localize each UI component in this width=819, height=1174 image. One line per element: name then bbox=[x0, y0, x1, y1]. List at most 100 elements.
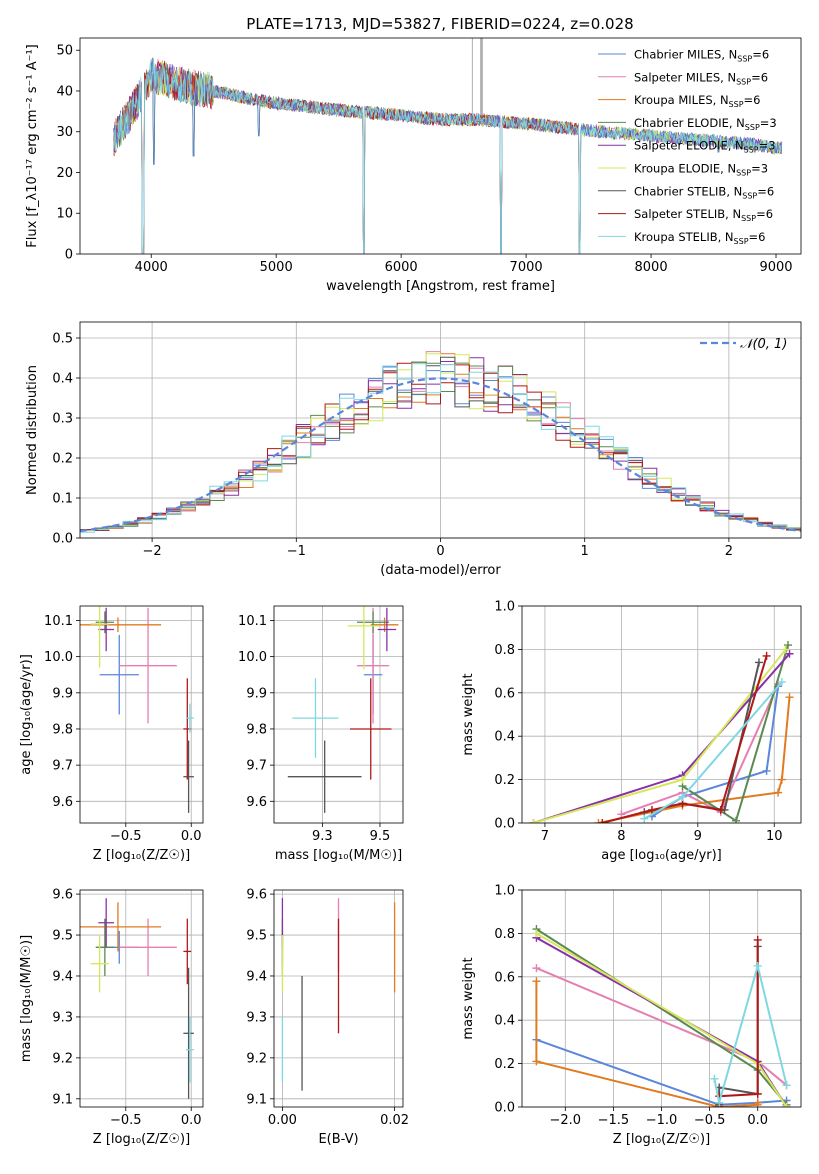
y-tick-label: 9.6 bbox=[52, 795, 73, 810]
plot-area-Z-age bbox=[80, 606, 194, 813]
x-axis-label: mass [log₁₀(M/M☉)] bbox=[275, 848, 402, 863]
y-tick-label: 0.1 bbox=[52, 492, 73, 507]
y-tick-label: 9.3 bbox=[246, 1010, 267, 1025]
y-tick-label: 0.6 bbox=[494, 686, 515, 701]
y-tick-label: 0.5 bbox=[52, 332, 73, 347]
x-tick-label: 7 bbox=[541, 829, 549, 844]
y-tick-label: 0.0 bbox=[494, 1101, 515, 1116]
plot-area-spectrum bbox=[113, 38, 783, 254]
weight-point-salpeter-stelib bbox=[716, 805, 725, 814]
x-tick-label: 5000 bbox=[260, 260, 293, 275]
panel-ebv-mass: 0.00 0.02 9.1 9.2 9.3 9.4 9.5 9.6 E(B-V) bbox=[246, 888, 409, 1147]
x-tick-label: −2.0 bbox=[550, 1113, 582, 1128]
x-tick-label: 9.3 bbox=[312, 829, 333, 844]
plot-area-residuals bbox=[80, 351, 801, 533]
x-tick-label: 0.02 bbox=[380, 1113, 409, 1128]
weight-point-kroupa-miles bbox=[777, 775, 786, 784]
y-tick-label: 0.2 bbox=[494, 773, 515, 788]
x-axis-label: Z [log₁₀(Z/Z☉)] bbox=[93, 1132, 190, 1147]
axes-frame bbox=[79, 321, 802, 539]
weight-point-chabrier-elodie bbox=[784, 641, 793, 650]
y-tick-label: 9.8 bbox=[52, 722, 73, 737]
x-tick-label: −0.5 bbox=[110, 829, 142, 844]
panel-mass-age: 9.3 9.5 9.6 9.7 9.8 9.9 10.0 10.1 mass [log₁₀(M/… bbox=[238, 605, 404, 863]
figure-title: PLATE=1713, MJD=53827, FIBERID=0224, z=0… bbox=[246, 15, 633, 33]
legend-entry: Salpeter STELIB, NSSP=6 bbox=[634, 207, 773, 223]
weight-point-kroupa-stelib bbox=[782, 1081, 791, 1090]
histogram-salpeter-stelib bbox=[80, 362, 801, 531]
y-tick-label: 9.7 bbox=[246, 759, 267, 774]
axes-frame bbox=[273, 889, 404, 1108]
y-tick-label: 0.8 bbox=[494, 643, 515, 658]
plot-area-age-weight bbox=[529, 641, 794, 823]
x-tick-label: −1.0 bbox=[646, 1113, 678, 1128]
weight-point-salpeter-stelib bbox=[753, 1089, 762, 1098]
panel-Z-weight: −2.0 −1.5 −1.0 −0.5 0.0 0.0 0.2 0.4 0.6 0.8 1.0 Z [… bbox=[461, 884, 802, 1147]
panel-age-weight: 7 8 9 10 0.0 0.2 0.4 0.6 0.8 1.0 age [log₁₀(age/yr… bbox=[461, 600, 802, 863]
weight-point-kroupa-miles bbox=[532, 977, 541, 986]
y-tick-label: 9.9 bbox=[52, 686, 73, 701]
y-tick-label: 9.7 bbox=[52, 759, 73, 774]
weight-point-kroupa-elodie bbox=[782, 1103, 791, 1107]
weight-point-kroupa-stelib bbox=[710, 1074, 719, 1083]
panel-Z-age: −0.5 0.0 9.6 9.7 9.8 9.9 10.0 10.1 Z [log₁₀(Z/Z☉… bbox=[19, 605, 204, 863]
y-axis-label: age [log₁₀(age/yr)] bbox=[19, 654, 34, 775]
y-tick-label: 0.8 bbox=[494, 927, 515, 942]
y-axis-label: Flux [f_λ10⁻¹⁷ erg cm⁻² s⁻¹ A⁻¹] bbox=[25, 44, 40, 248]
x-tick-label: 9 bbox=[694, 829, 702, 844]
axes-frame bbox=[273, 605, 404, 824]
legend-entry: Kroupa ELODIE, NSSP=3 bbox=[634, 162, 768, 178]
legend-entry: Chabrier ELODIE, NSSP=3 bbox=[634, 116, 777, 132]
weight-point-kroupa-miles bbox=[753, 1098, 762, 1107]
y-axis-label: mass weight bbox=[461, 957, 476, 1039]
weight-point-kroupa-miles bbox=[532, 1057, 541, 1066]
weight-point-kroupa-elodie bbox=[678, 775, 687, 784]
y-tick-label: 9.2 bbox=[52, 1051, 73, 1066]
weight-point-kroupa-stelib bbox=[777, 677, 786, 686]
x-tick-label: −0.5 bbox=[694, 1113, 726, 1128]
weight-point-kroupa-stelib bbox=[715, 1098, 724, 1107]
x-tick-label: 9000 bbox=[759, 260, 792, 275]
x-tick-label: 0.0 bbox=[181, 829, 202, 844]
normal-curve bbox=[80, 377, 801, 533]
axes-frame bbox=[79, 605, 204, 824]
x-axis-label: age [log₁₀(age/yr)] bbox=[601, 848, 722, 863]
x-tick-label: 0.0 bbox=[747, 1113, 768, 1128]
plot-area-Z-mass bbox=[80, 898, 194, 1099]
panel-spectrum: 4000 5000 6000 7000 8000 9000 0 10 20 30 40 50 wavel… bbox=[25, 37, 802, 294]
weight-line-kroupa-miles bbox=[598, 697, 791, 823]
y-tick-label: 0.2 bbox=[52, 452, 73, 467]
weight-point-kroupa-stelib bbox=[640, 814, 649, 823]
x-tick-label: −2 bbox=[143, 544, 162, 559]
spectrum-line-kroupa-stelib bbox=[113, 57, 782, 254]
y-tick-label: 9.4 bbox=[246, 969, 267, 984]
x-tick-label: −0.5 bbox=[110, 1113, 142, 1128]
legend-entry: Chabrier STELIB, NSSP=6 bbox=[634, 184, 774, 200]
y-tick-label: 9.3 bbox=[52, 1010, 73, 1025]
y-tick-label: 9.6 bbox=[246, 795, 267, 810]
y-tick-label: 0.0 bbox=[52, 532, 73, 547]
weight-point-salpeter-elodie bbox=[785, 649, 794, 658]
weight-point-salpeter-stelib bbox=[753, 935, 762, 944]
plot-area-ebv-mass bbox=[281, 898, 396, 1091]
y-tick-label: 0.3 bbox=[52, 412, 73, 427]
y-tick-label: 0.4 bbox=[494, 730, 515, 745]
axes-frame bbox=[521, 605, 802, 824]
legend-entry: Kroupa MILES, NSSP=6 bbox=[634, 93, 760, 109]
weight-point-salpeter-stelib bbox=[647, 805, 656, 814]
legend-entry: Salpeter MILES, NSSP=6 bbox=[634, 70, 768, 86]
x-tick-label: −1 bbox=[287, 544, 306, 559]
weight-line-salpeter-miles bbox=[621, 683, 780, 816]
y-tick-label: 0.2 bbox=[494, 1057, 515, 1072]
y-tick-label: 10 bbox=[56, 207, 73, 222]
weight-point-kroupa-stelib bbox=[753, 961, 762, 970]
x-tick-label: 8000 bbox=[635, 260, 668, 275]
y-tick-label: 9.4 bbox=[52, 969, 73, 984]
y-tick-label: 0.4 bbox=[494, 1014, 515, 1029]
y-tick-label: 9.8 bbox=[246, 722, 267, 737]
y-tick-label: 30 bbox=[56, 125, 73, 140]
legend-entry: Salpeter ELODIE, NSSP=3 bbox=[634, 139, 776, 155]
weight-point-kroupa-miles bbox=[774, 788, 783, 797]
y-tick-label: 1.0 bbox=[494, 600, 515, 615]
axes-frame bbox=[79, 37, 802, 255]
